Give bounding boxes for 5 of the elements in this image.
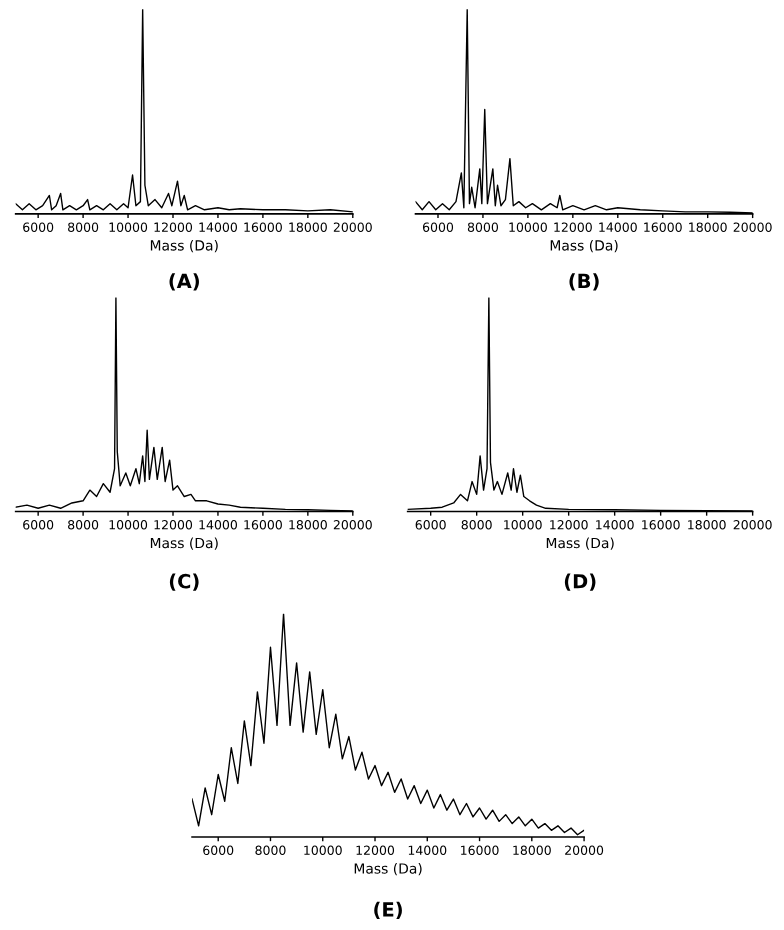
- text: (D): [564, 573, 596, 591]
- text: (B): [569, 273, 599, 291]
- text: (A): [169, 273, 199, 291]
- text: (E): [374, 901, 402, 920]
- text: (C): [169, 573, 199, 591]
